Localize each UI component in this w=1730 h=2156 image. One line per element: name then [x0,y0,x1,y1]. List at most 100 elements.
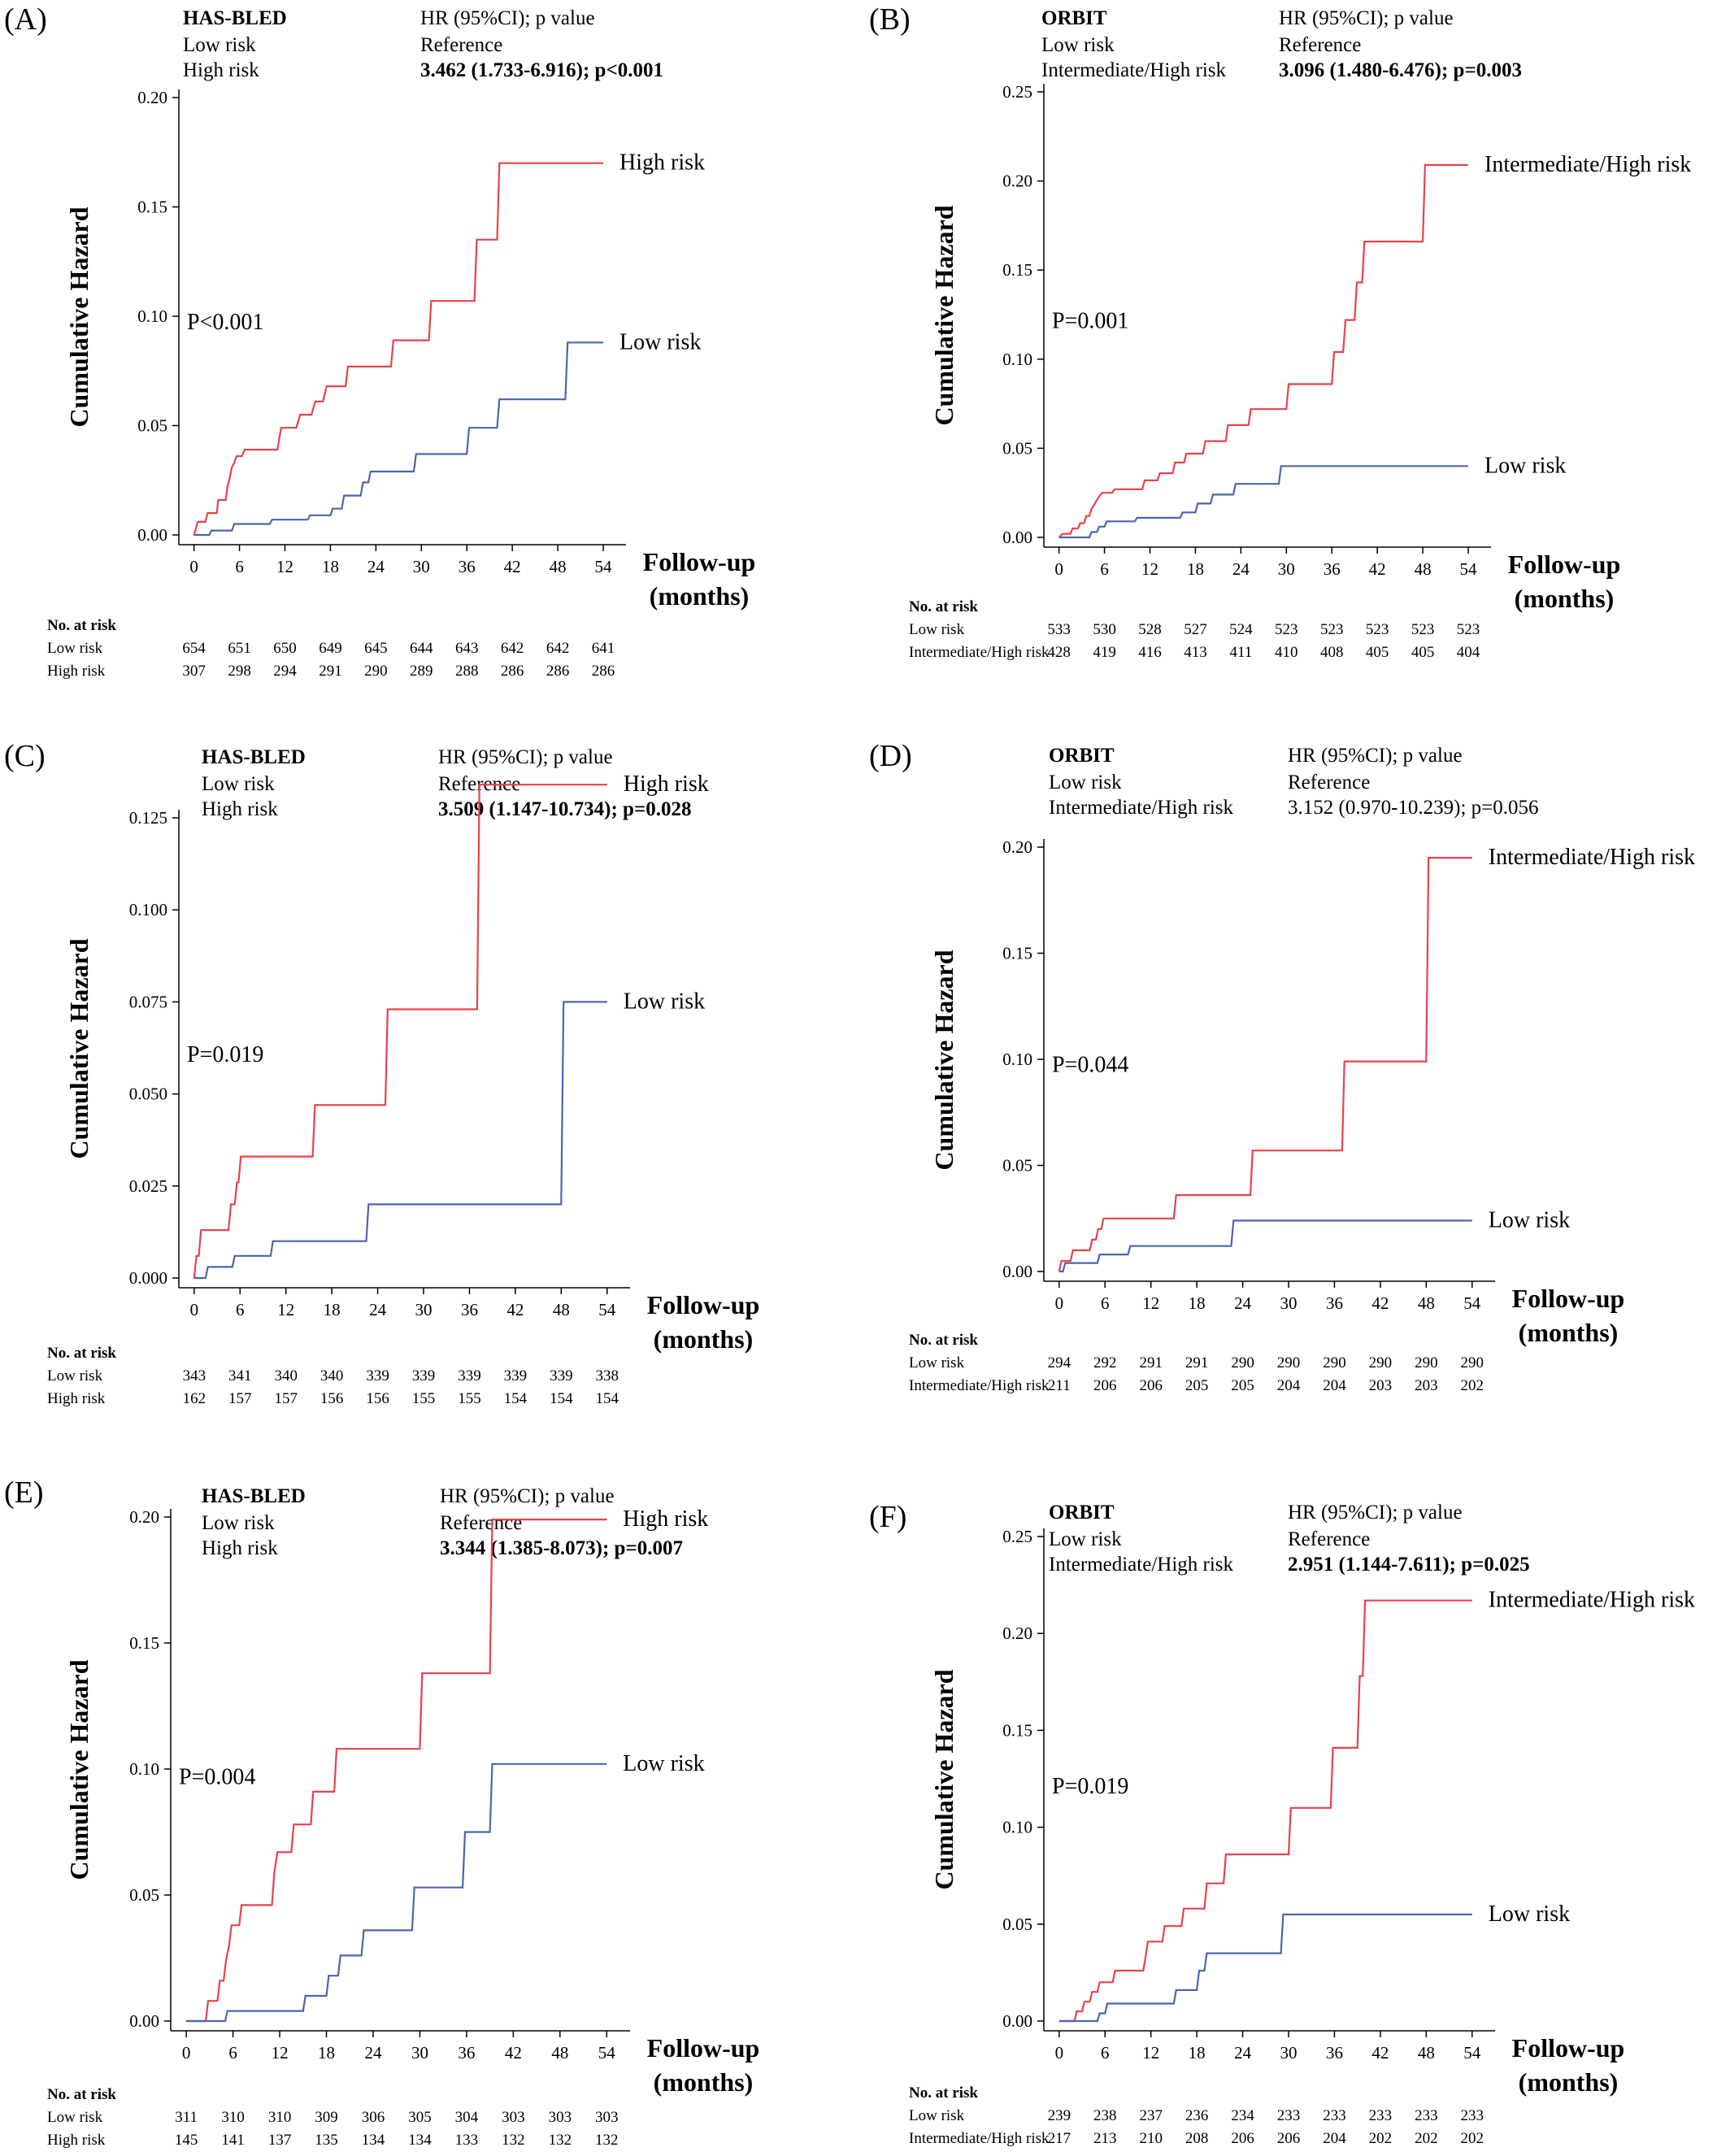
risk-count: 311 [175,2109,198,2126]
risk-count: 156 [320,1390,344,1407]
risk-count: 208 [1185,2130,1209,2147]
risk-count: 213 [1093,2130,1117,2147]
y-tick-label: 0.20 [1002,1624,1032,1643]
x-tick-label: 54 [1463,1293,1481,1313]
risk-count: 205 [1231,1377,1254,1394]
x-tick-label: 30 [1280,1293,1298,1313]
risk-count: 291 [1185,1354,1209,1371]
risk-count: 154 [504,1390,528,1407]
risk-count: 290 [1323,1354,1346,1371]
risk-count: 340 [274,1367,298,1384]
risk-count: 339 [412,1367,436,1384]
score-name: HAS-BLED [202,1485,306,1507]
km-panel: (B) ORBIT Low risk Intermediate/High risk HR… [865,0,1730,719]
risk-count: 304 [455,2109,479,2126]
risk-count: 206 [1277,2130,1301,2147]
panel-letter: (C) [4,739,46,773]
y-axis-label: Cumulative Hazard [929,1669,958,1889]
x-tick-label: 24 [364,2043,382,2063]
y-axis-label: Cumulative Hazard [64,206,93,427]
reference-group: Low risk [1049,772,1122,793]
risk-count: 206 [1139,1377,1163,1394]
curve-label: Low risk [1484,453,1566,478]
hazard-ratio-text: 3.096 (1.480-6.476); p=0.003 [1279,59,1522,81]
risk-count: 211 [1048,1377,1071,1394]
y-tick-label: 0.15 [129,1633,159,1653]
risk-count: 157 [228,1390,252,1407]
x-tick-label: 30 [411,2043,428,2063]
y-axis-label: Cumulative Hazard [929,205,958,425]
km-curve-high-risk [193,784,607,1279]
risk-count: 419 [1093,644,1116,661]
risk-count: 202 [1415,2130,1438,2147]
x-tick-label: 48 [551,2043,568,2063]
x-tick-label: 36 [1326,2043,1343,2063]
risk-count: 651 [228,640,251,657]
x-tick-label: 6 [1101,2043,1110,2063]
score-name: ORBIT [1049,745,1115,767]
risk-count: 528 [1138,621,1162,638]
risk-row-label: Intermediate/High risk [909,2130,1050,2147]
curve-label: High risk [623,1506,708,1532]
risk-count: 649 [319,640,342,657]
km-chart: (A) HAS-BLED Low risk High risk HR (95%CI); … [4,2,755,680]
y-tick-label: 0.10 [1002,350,1032,369]
risk-count: 291 [319,663,342,680]
risk-count: 286 [501,663,524,680]
risk-count: 411 [1229,644,1252,661]
risk-count: 290 [1231,1354,1254,1371]
p-value-text: P=0.004 [179,1765,255,1790]
curve-label: Low risk [1489,1207,1570,1232]
risk-count: 650 [273,640,297,657]
x-tick-label: 54 [1460,559,1478,579]
score-name: ORBIT [1041,7,1107,29]
risk-count: 286 [592,663,615,680]
x-tick-label: 54 [595,557,613,576]
risk-count: 154 [550,1390,573,1407]
x-tick-label: 36 [1326,1293,1343,1313]
x-tick-label: 36 [458,2043,475,2063]
curve-label: Low risk [624,989,705,1014]
hazard-ratio-text: 3.509 (1.147-10.734); p=0.028 [438,798,691,820]
risk-count: 303 [595,2109,619,2126]
hr-header: HR (95%CI); p value [1288,1502,1463,1524]
km-curve-low-risk [193,1001,607,1280]
y-tick-label: 0.05 [129,1885,159,1905]
risk-count: 134 [362,2132,385,2149]
y-tick-label: 0.025 [129,1176,167,1196]
y-tick-label: 0.000 [129,1268,167,1288]
hr-header: HR (95%CI); p value [420,7,595,29]
y-tick-label: 0.00 [1002,1262,1032,1281]
risk-count: 527 [1184,621,1207,638]
risk-count: 645 [364,640,388,657]
risk-count: 288 [455,663,479,680]
risk-count: 237 [1139,2107,1163,2124]
x-tick-label: 6 [236,1300,245,1319]
km-panel: (A) HAS-BLED Low risk High risk HR (95%CI); … [0,0,865,719]
reference-text: Reference [440,1512,522,1534]
comparison-group: High risk [183,59,259,81]
x-tick-label: 18 [318,2043,335,2063]
risk-count: 290 [1277,1354,1301,1371]
km-chart: (B) ORBIT Low risk Intermediate/High risk HR… [869,2,1691,661]
x-axis-label-units: (months) [1515,584,1615,613]
curve-label: Intermediate/High risk [1489,1588,1695,1613]
risk-table-title: No. at risk [909,1332,978,1349]
y-axis-label: Cumulative Hazard [64,938,93,1158]
y-tick-label: 0.15 [1002,1720,1032,1740]
y-tick-label: 0.20 [137,88,167,107]
risk-count: 289 [410,663,433,680]
km-chart: (D) ORBIT Low risk Intermediate/High risk HR… [869,739,1695,1394]
km-chart: (F) ORBIT Low risk Intermediate/High risk HR… [869,1500,1695,2147]
y-tick-label: 0.20 [1002,837,1032,857]
risk-count: 205 [1185,1377,1209,1394]
x-tick-label: 42 [506,1300,524,1319]
x-axis-label: Follow-up [1512,2033,1625,2063]
score-name: HAS-BLED [202,746,306,768]
km-curve-low-risk [1058,1219,1472,1273]
x-tick-label: 36 [1324,559,1341,579]
y-tick-label: 0.10 [1002,1818,1032,1837]
risk-count: 307 [182,663,206,680]
risk-count: 310 [221,2109,245,2126]
hazard-ratio-text: 3.152 (0.970-10.239); p=0.056 [1288,797,1539,819]
